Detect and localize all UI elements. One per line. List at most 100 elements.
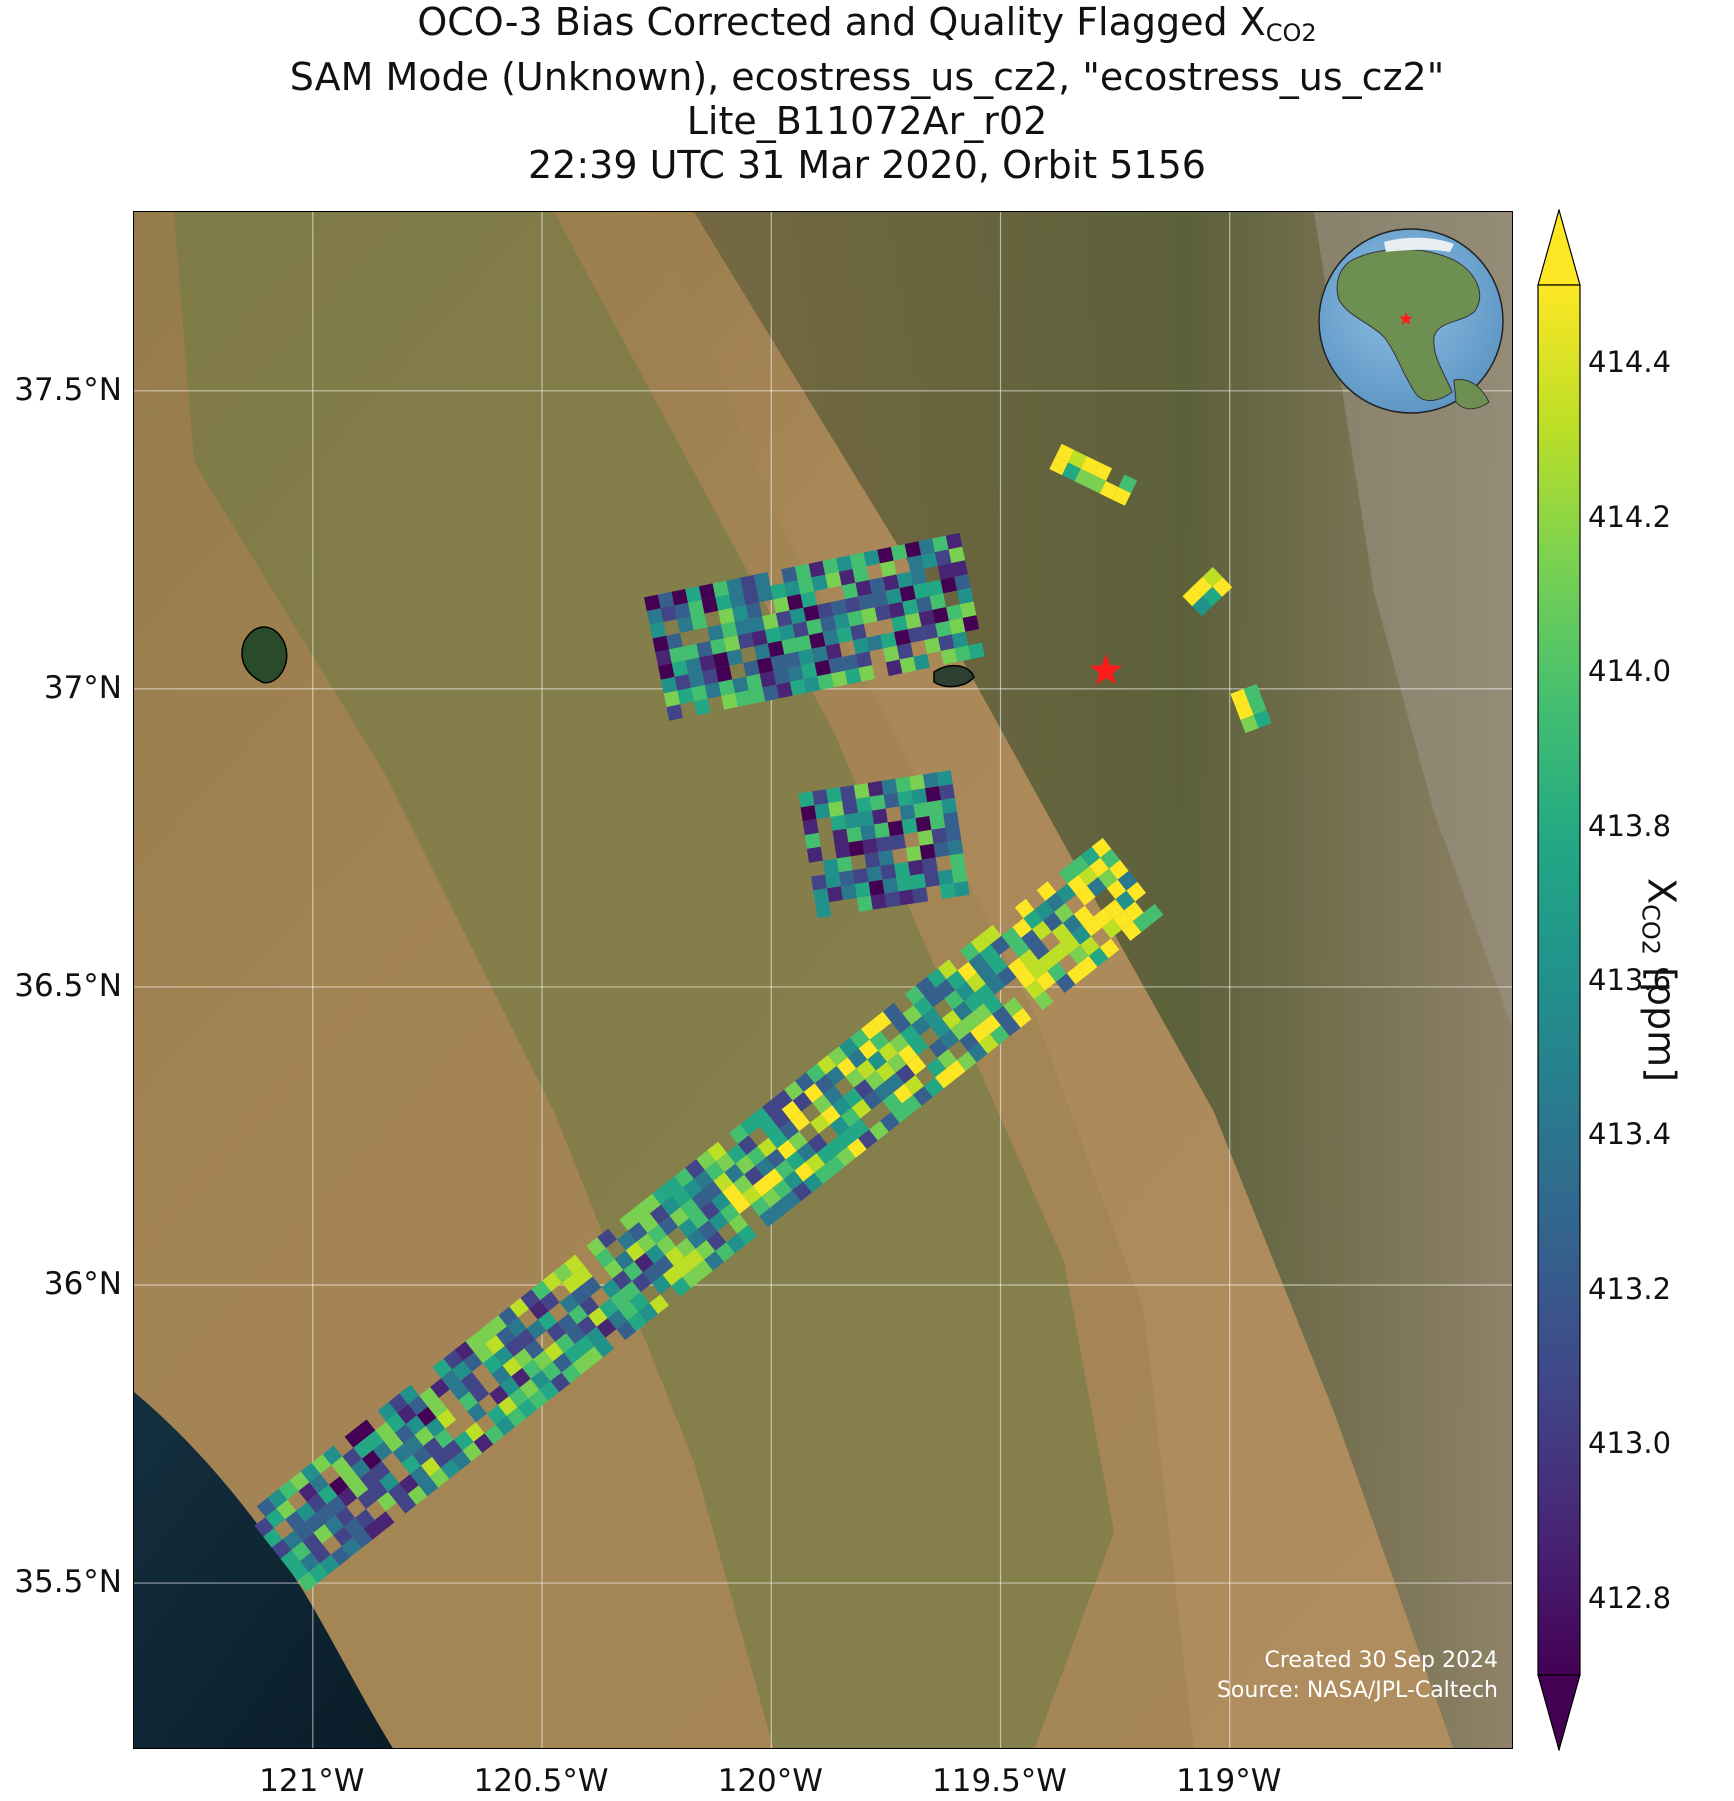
xco2-pixel	[924, 637, 941, 654]
xco2-pixel	[674, 1167, 694, 1188]
xco2-pixel	[874, 822, 890, 839]
xco2-pixel	[814, 1074, 835, 1095]
xco2-pixel	[947, 839, 964, 856]
xco2-pixel	[847, 610, 864, 627]
xco2-pixel	[1000, 1016, 1021, 1037]
xco2-pixel	[562, 1274, 582, 1294]
xco2-pixel	[486, 1404, 507, 1425]
xco2-pixel	[537, 1311, 558, 1331]
xco2-pixel	[880, 1112, 900, 1132]
xco2-pixel	[1056, 883, 1077, 904]
xco2-pixel	[649, 1294, 669, 1314]
xco2-pixel	[867, 780, 884, 797]
xco2-pixel	[899, 585, 916, 602]
xco2-pixel	[526, 1319, 547, 1340]
xco2-pixel	[937, 1049, 957, 1069]
xco2-pixel	[909, 774, 926, 791]
xco2-pixel	[627, 1311, 648, 1332]
xco2-pixel	[636, 1233, 657, 1253]
xco2-pixel	[732, 605, 749, 622]
xco2-pixel	[795, 1072, 815, 1092]
xco2-pixel	[910, 873, 927, 890]
xco2-pixel	[641, 1193, 661, 1214]
xco2-pixel	[430, 1378, 450, 1398]
xco2-pixel	[755, 1157, 775, 1177]
xco2-pixel	[806, 1063, 826, 1084]
xco2-pixel	[821, 1105, 841, 1125]
xco2-pixel	[696, 1150, 716, 1170]
xco2-pixel	[792, 1091, 813, 1112]
xco2-pixel	[552, 1352, 573, 1373]
xco2-pixel	[825, 571, 842, 589]
xco2-pixel	[324, 1515, 345, 1535]
xco2-pixel	[1106, 879, 1127, 900]
xco2-pixel	[463, 1352, 483, 1372]
millerton-lake	[933, 665, 975, 688]
xco2-pixel	[878, 1042, 898, 1062]
xco2-pixel	[952, 1001, 973, 1021]
xco2-pixel	[1029, 940, 1050, 960]
xco2-pixel	[915, 596, 933, 613]
xco2-pixel	[784, 580, 801, 597]
xco2-pixel	[1036, 971, 1056, 991]
xco2-pixel	[1032, 920, 1052, 941]
xco2-pixel	[379, 1472, 399, 1492]
xco2-pixel	[645, 1244, 665, 1264]
xco2-pixel	[832, 828, 849, 845]
xco2-pixel	[933, 841, 950, 858]
xco2-pixel	[573, 1265, 593, 1286]
xco2-pixel	[702, 668, 719, 685]
xco2-pixel	[724, 1163, 745, 1184]
xco2-pixel	[414, 1426, 435, 1446]
xco2-pixel	[563, 1344, 584, 1364]
xco2-pixel	[432, 1448, 452, 1468]
xco2-pixel	[887, 820, 904, 837]
xco2-pixel	[451, 1450, 472, 1471]
xco2-pixel	[800, 805, 817, 822]
central-valley	[174, 212, 1114, 1748]
xco2-pixel	[856, 1059, 876, 1080]
xco2-pixel	[297, 1572, 318, 1592]
xco2-pixel	[921, 552, 938, 569]
xco2-pixel	[308, 1563, 329, 1584]
xco2-pixel	[968, 642, 985, 660]
xco2-pixel	[689, 1209, 709, 1229]
xco2-pixel	[795, 635, 812, 652]
xco2-pixel	[595, 1248, 615, 1268]
xco2-pixel	[867, 1050, 887, 1071]
xco2-pixel	[834, 842, 851, 859]
xco2-pixel	[858, 810, 874, 827]
xco2-pixel	[313, 1524, 334, 1544]
xco2-pixel	[765, 627, 782, 644]
xco2-pixel	[745, 602, 763, 619]
xco2-pixel	[866, 634, 884, 652]
xco2-pixel	[453, 1430, 474, 1451]
xco2-pixel	[844, 596, 861, 613]
xco2-pixel	[876, 836, 892, 853]
xco2-pixel	[807, 1133, 828, 1154]
xco2-pixel	[341, 1537, 362, 1557]
xco2-pixel	[825, 1155, 845, 1176]
xco2-pixel	[905, 612, 922, 630]
xco2-pixel	[559, 1293, 580, 1314]
colorbar-tick-label: 414.2	[1588, 499, 1672, 534]
xco2-pixel	[625, 1241, 646, 1262]
xco2-pixel	[850, 1028, 870, 1049]
xco2-pixel	[838, 1127, 859, 1147]
xco2-pixel	[550, 1372, 571, 1393]
inset-globe	[1318, 228, 1504, 414]
xco2-pixel	[723, 635, 741, 652]
xco2-pixel	[721, 693, 738, 710]
xco2-pixel	[959, 1031, 979, 1052]
xco2-pixel	[983, 994, 1004, 1015]
xco2-pixel	[315, 1504, 336, 1525]
xco2-pixel	[507, 1317, 527, 1338]
xco2-pixel	[460, 1371, 481, 1392]
xco2-pixel	[805, 1153, 826, 1173]
xco2-pixel	[682, 643, 700, 661]
xco2-pixel	[344, 1428, 365, 1448]
xco2-pixel	[335, 1506, 356, 1527]
xco2-pixel	[855, 580, 872, 597]
xco2-pixel	[770, 1198, 790, 1219]
xco2-pixel	[855, 651, 873, 668]
